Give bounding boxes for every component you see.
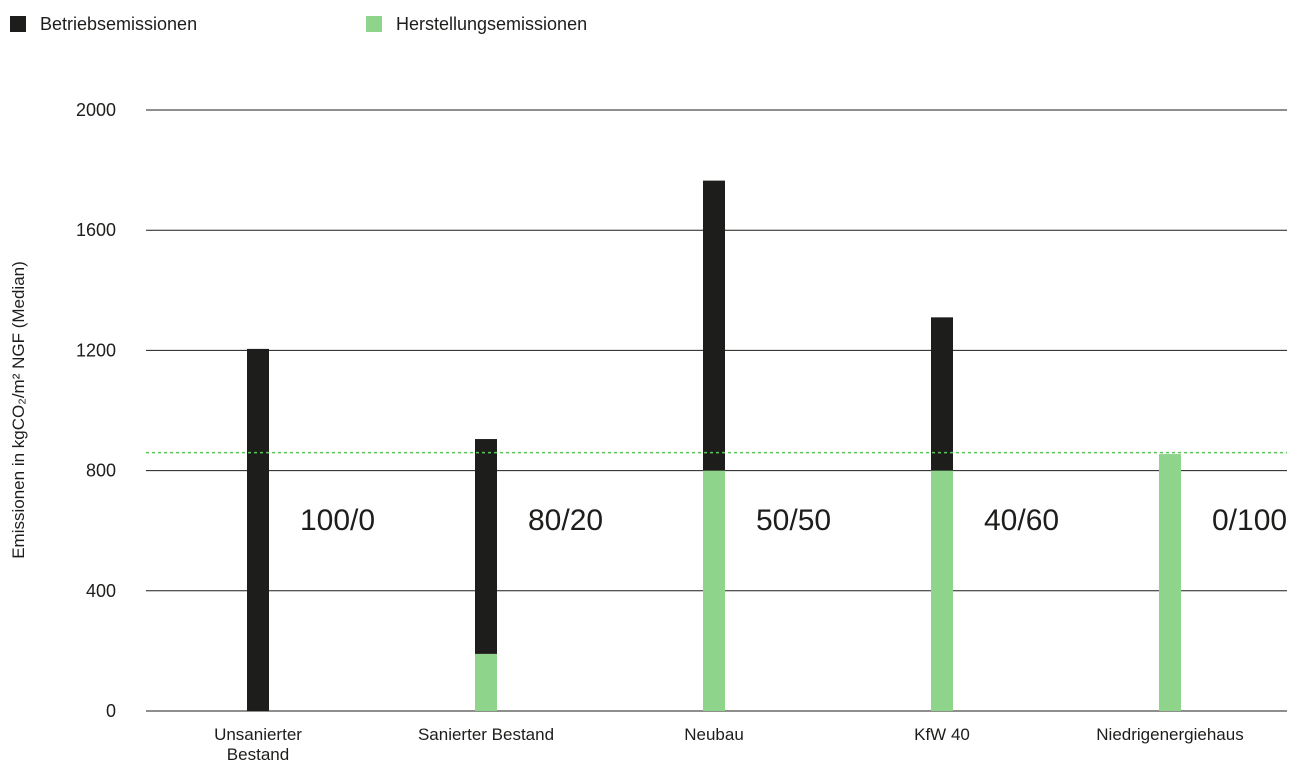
- legend-label-betriebsemissionen: Betriebsemissionen: [40, 13, 198, 34]
- y-tick-label-0: 0: [106, 701, 116, 721]
- bar-betrieb-2: [703, 180, 725, 471]
- ratio-label-0: 100/0: [300, 504, 375, 537]
- ratio-labels: 100/0 80/20 50/50 40/60 0/100: [300, 504, 1287, 537]
- legend-item-betriebsemissionen: Betriebsemissionen: [10, 14, 366, 35]
- x-tick-label-1: Sanierter Bestand: [418, 725, 554, 744]
- legend-swatch-betriebsemissionen: [10, 16, 26, 32]
- y-tick-label-2000: 2000: [76, 100, 116, 120]
- x-tick-label-0: Unsanierter Bestand: [214, 725, 302, 764]
- y-axis-title: Emissionen in kgCO₂/m² NGF (Median): [9, 261, 28, 559]
- ratio-label-3: 40/60: [984, 504, 1059, 537]
- y-tick-label-800: 800: [86, 461, 116, 481]
- bar-betrieb-3: [931, 317, 953, 471]
- x-axis-category-labels: Unsanierter Bestand Sanierter Bestand Neuba…: [214, 725, 1244, 764]
- bar-herstellung-2: [703, 470, 725, 711]
- ratio-label-1: 80/20: [528, 504, 603, 537]
- bar-herstellung-4: [1159, 454, 1181, 711]
- bars: [247, 180, 1181, 711]
- bar-herstellung-3: [931, 470, 953, 711]
- y-tick-label-400: 400: [86, 581, 116, 601]
- ratio-label-2: 50/50: [756, 504, 831, 537]
- legend-swatch-herstellungsemissionen: [366, 16, 382, 32]
- y-tick-label-1200: 1200: [76, 340, 116, 360]
- y-tick-label-1600: 1600: [76, 220, 116, 240]
- bar-betrieb-1: [475, 439, 497, 654]
- x-tick-label-3: KfW 40: [914, 725, 970, 744]
- legend-item-herstellungsemissionen: Herstellungsemissionen: [366, 14, 587, 35]
- chart-legend: Betriebsemissionen Herstellungsemissione…: [10, 12, 587, 36]
- legend-label-herstellungsemissionen: Herstellungsemissionen: [396, 13, 588, 34]
- ratio-label-4: 0/100: [1212, 504, 1287, 537]
- y-axis-tick-labels: 0 400 800 1200 1600 2000: [76, 100, 116, 721]
- x-tick-label-4: Niedrigenergiehaus: [1096, 725, 1243, 744]
- bar-herstellung-1: [475, 653, 497, 711]
- bar-betrieb-0: [247, 348, 269, 711]
- x-tick-label-2: Neubau: [684, 725, 744, 744]
